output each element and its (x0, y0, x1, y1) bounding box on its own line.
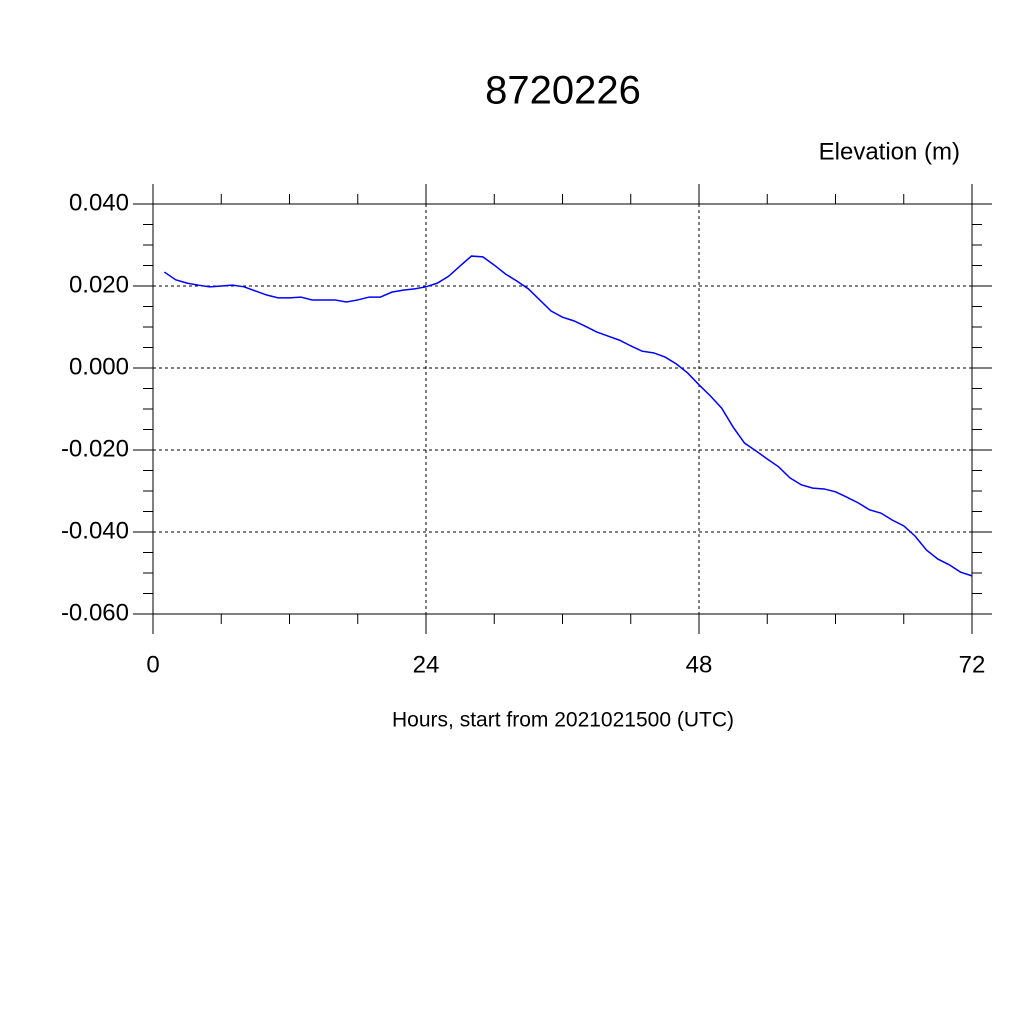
x-axis-label: Hours, start from 2021021500 (UTC) (392, 709, 734, 732)
y-tick-label: -0.040 (61, 517, 129, 544)
y-axis-label: Elevation (m) (819, 138, 960, 165)
x-tick-label: 48 (686, 651, 713, 678)
y-tick-label: -0.060 (61, 599, 129, 626)
y-tick-label: 0.020 (69, 271, 129, 298)
y-tick-label: 0.000 (69, 353, 129, 380)
chart-title: 8720226 (485, 69, 641, 113)
plot-frame (152, 203, 973, 615)
x-tick-label: 0 (146, 651, 159, 678)
y-tick-label: -0.020 (61, 435, 129, 462)
x-tick-label: 72 (959, 651, 986, 678)
x-tick-label: 24 (413, 651, 440, 678)
data-line (163, 255, 973, 577)
y-tick-label: 0.040 (69, 189, 129, 216)
